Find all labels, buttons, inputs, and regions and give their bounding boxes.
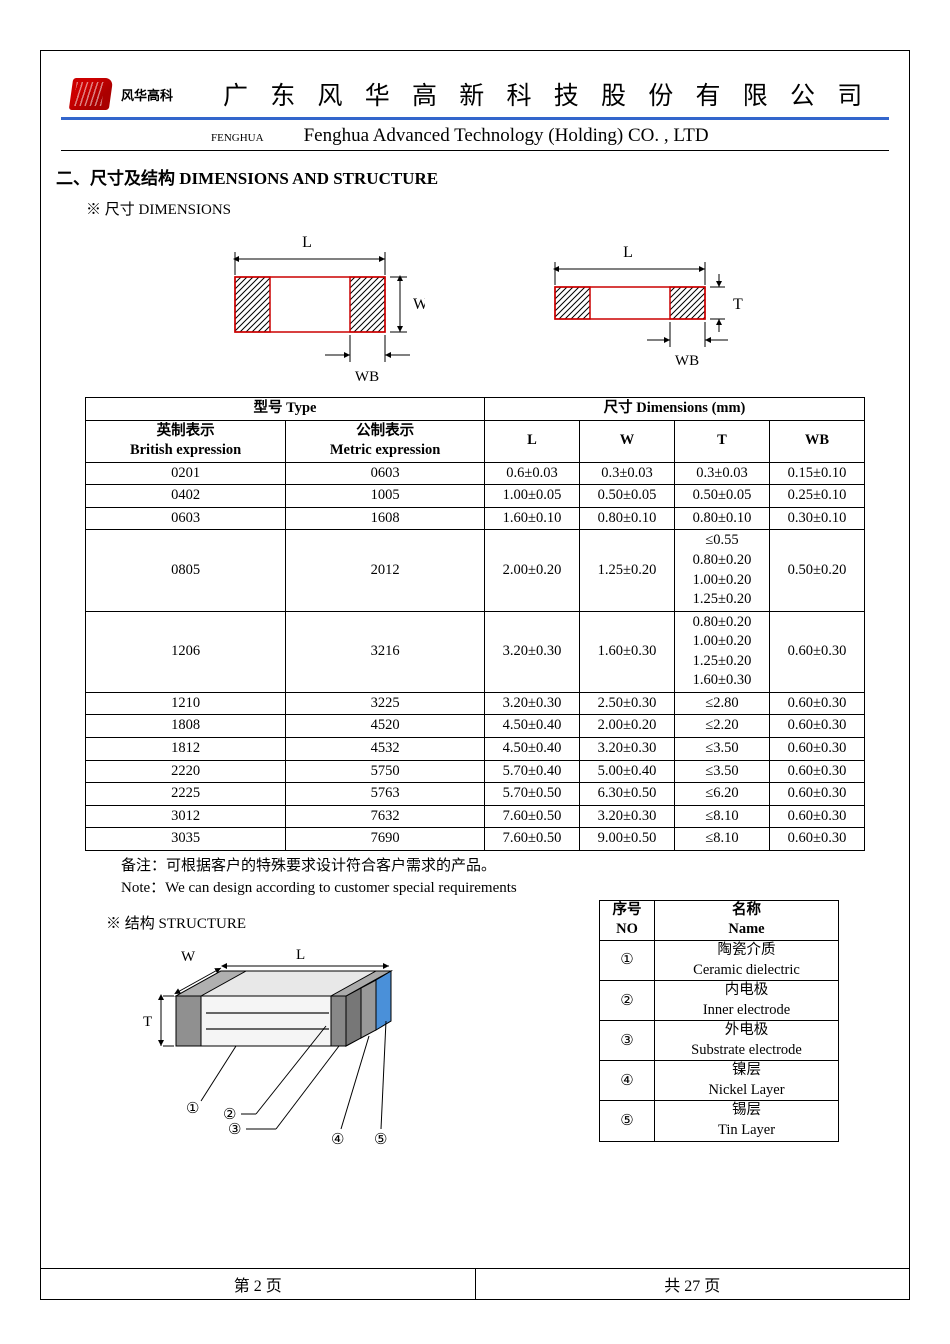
svg-text:①: ① [186,1101,199,1117]
structure-table: 序号NO 名称Name ①陶瓷介质 Ceramic dielectric②内电极… [599,900,839,1142]
table-row: 181245324.50±0.403.20±0.30≤3.500.60±0.30 [86,738,865,761]
table-row: 060316081.60±0.100.80±0.100.80±0.100.30±… [86,507,865,530]
table-row: 222057505.70±0.405.00±0.40≤3.500.60±0.30 [86,760,865,783]
table-row: 180845204.50±0.402.00±0.20≤2.200.60±0.30 [86,715,865,738]
section-title: 二、尺寸及结构 DIMENSIONS AND STRUCTURE [41,156,909,194]
footer: 第 2 页 共 27 页 [41,1268,909,1299]
side-view-diagram: L T WB [525,227,755,387]
svg-text:③: ③ [228,1122,241,1138]
svg-text:T: T [733,296,743,313]
header-sub: FENGHUA Fenghua Advanced Technology (Hol… [61,120,889,151]
th-no: 序号NO [600,900,655,940]
footer-total: 共 27 页 [476,1269,910,1299]
th-T: T [675,420,770,462]
table-row: 020106030.6±0.030.3±0.030.3±0.030.15±0.1… [86,462,865,485]
fenghua-label: FENGHUA [211,132,264,144]
note-cn: 备注：可根据客户的特殊要求设计符合客户需求的产品。 [121,855,909,878]
table-row: 222557635.70±0.506.30±0.50≤6.200.60±0.30 [86,783,865,806]
table-row: 080520122.00±0.201.25±0.20≤0.55 0.80±0.2… [86,530,865,611]
svg-text:W: W [413,296,425,313]
company-logo [69,78,113,110]
svg-text:W: W [181,949,196,965]
th-WB: WB [770,420,865,462]
th-british: 英制表示British expression [86,420,286,462]
dimensions-table: 型号 Type 尺寸 Dimensions (mm) 英制表示British e… [85,397,865,851]
svg-text:WB: WB [355,369,379,385]
top-view-diagram: L W WB [195,227,425,387]
table-row: 040210051.00±0.050.50±0.050.50±0.050.25±… [86,485,865,508]
th-W: W [580,420,675,462]
svg-text:④: ④ [331,1132,344,1148]
structure-subtitle: ※ 结构 STRUCTURE [81,908,599,941]
svg-text:⑤: ⑤ [374,1132,387,1148]
svg-text:WB: WB [675,353,699,369]
dimension-diagrams: L W WB L [41,227,909,397]
table-row: ④镍层 Nickel Layer [600,1061,839,1101]
table-row: ②内电极 Inner electrode [600,981,839,1021]
th-dims: 尺寸 Dimensions (mm) [485,398,865,421]
structure-diagram: W L T ① ② ③ ④ ⑤ [81,941,441,1161]
svg-text:T: T [143,1014,152,1030]
dimensions-subtitle: ※ 尺寸 DIMENSIONS [41,194,909,227]
table-row: ⑤锡层 Tin Layer [600,1101,839,1141]
svg-text:②: ② [223,1107,236,1123]
table-row: 120632163.20±0.301.60±0.300.80±0.20 1.00… [86,611,865,692]
header-top: 风华高科 广 东 风 华 高 新 科 技 股 份 有 限 公 司 [61,76,889,120]
svg-text:L: L [296,947,305,963]
company-title-en: Fenghua Advanced Technology (Holding) CO… [304,125,709,147]
footer-page: 第 2 页 [41,1269,476,1299]
th-metric: 公制表示Metric expression [286,420,485,462]
note-en: Note：We can design according to customer… [121,877,909,900]
brand: 风华高科 [121,85,173,104]
th-L: L [485,420,580,462]
table-row: 121032253.20±0.302.50±0.30≤2.800.60±0.30 [86,692,865,715]
table-row: ③外电极 Substrate electrode [600,1021,839,1061]
svg-text:L: L [623,244,633,261]
th-name: 名称Name [655,900,839,940]
svg-text:L: L [302,234,312,251]
table-row: 303576907.60±0.509.00±0.50≤8.100.60±0.30 [86,828,865,851]
company-title-cn: 广 东 风 华 高 新 科 技 股 份 有 限 公 司 [223,76,870,112]
table-row: ①陶瓷介质 Ceramic dielectric [600,940,839,980]
table-row: 301276327.60±0.503.20±0.30≤8.100.60±0.30 [86,805,865,828]
th-type: 型号 Type [86,398,485,421]
